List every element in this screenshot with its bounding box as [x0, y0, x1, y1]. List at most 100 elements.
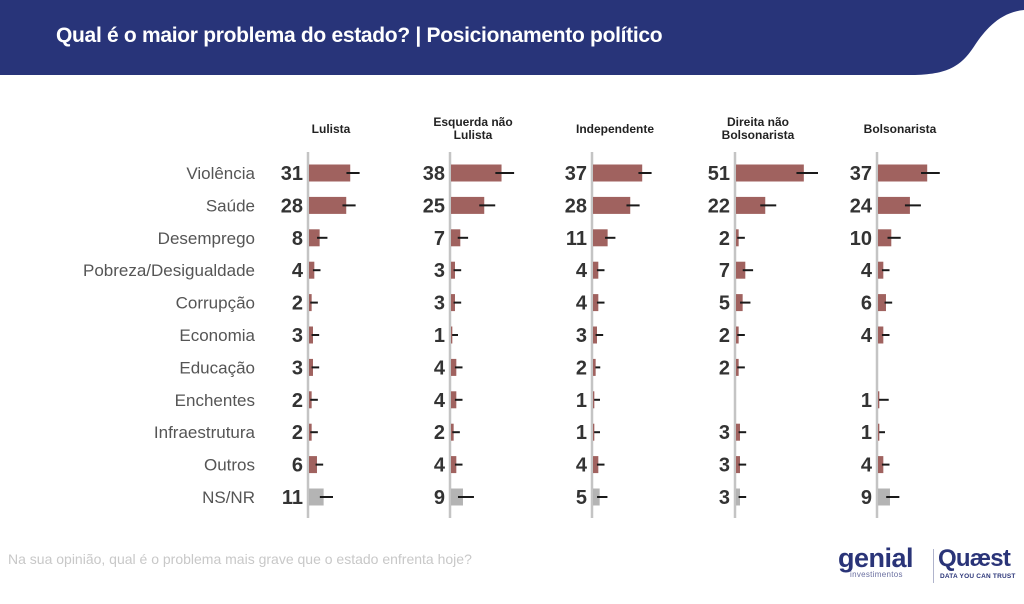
value-label-esquerda-nao-lulista-saude: 25 [423, 195, 445, 217]
genial-logo-subtitle: investimentos [850, 570, 903, 579]
value-label-bolsonarista-saude: 24 [850, 195, 873, 217]
bar-independente-infraestrutura [593, 423, 595, 441]
page-title: Qual é o maior problema do estado? | Pos… [56, 24, 663, 47]
category-label-educacao: Educação [179, 358, 255, 377]
value-label-direita-nao-bolsonarista-educacao: 2 [719, 357, 730, 379]
bar-direita-nao-bolsonarista-pobreza-desigualdade [736, 261, 746, 279]
series-header-esquerda-nao-lulista: Esquerda não [433, 115, 512, 129]
bar-direita-nao-bolsonarista-corrupcao [736, 294, 743, 312]
bar-bolsonarista-desemprego [878, 229, 892, 247]
value-label-direita-nao-bolsonarista-corrupcao: 5 [719, 293, 730, 315]
value-label-lulista-desemprego: 8 [292, 228, 303, 250]
value-label-direita-nao-bolsonarista-economia: 2 [719, 325, 730, 347]
bar-esquerda-nao-lulista-outros [451, 456, 457, 474]
bar-independente-saude [593, 196, 631, 214]
bar-lulista-desemprego [309, 229, 320, 247]
chart: Violência Saúde Desemprego Pobreza/Desigual… [83, 115, 940, 518]
value-label-esquerda-nao-lulista-infraestrutura: 2 [434, 422, 445, 444]
value-label-bolsonarista-enchentes: 1 [861, 390, 872, 412]
value-label-bolsonarista-corrupcao: 6 [861, 293, 872, 315]
bar-bolsonarista-enchentes [878, 391, 880, 409]
bar-esquerda-nao-lulista-saude [451, 196, 485, 214]
value-label-independente-corrupcao: 4 [576, 293, 588, 315]
bar-lulista-violencia [309, 164, 351, 182]
value-label-independente-infraestrutura: 1 [576, 422, 587, 444]
category-label-economia: Economia [179, 326, 255, 345]
category-label-desemprego: Desemprego [158, 229, 255, 248]
bar-esquerda-nao-lulista-economia [451, 326, 453, 344]
bar-independente-pobreza-desigualdade [593, 261, 599, 279]
bar-lulista-ns-nr [309, 488, 324, 506]
value-label-independente-ns-nr: 5 [576, 487, 587, 509]
value-label-esquerda-nao-lulista-pobreza-desigualdade: 3 [434, 260, 445, 282]
value-label-lulista-pobreza-desigualdade: 4 [292, 260, 304, 282]
series-header-direita-nao-bolsonarista: Direita não [727, 115, 789, 129]
bar-bolsonarista-outros [878, 456, 884, 474]
value-label-bolsonarista-violencia: 37 [850, 163, 872, 185]
category-label-ns-nr: NS/NR [202, 488, 255, 507]
bar-direita-nao-bolsonarista-violencia [736, 164, 804, 182]
value-label-esquerda-nao-lulista-economia: 1 [434, 325, 445, 347]
value-label-esquerda-nao-lulista-enchentes: 4 [434, 390, 446, 412]
category-label-corrupcao: Corrupção [176, 294, 255, 313]
value-label-direita-nao-bolsonarista-ns-nr: 3 [719, 487, 730, 509]
value-label-lulista-educacao: 3 [292, 357, 303, 379]
category-label-enchentes: Enchentes [175, 391, 255, 410]
value-label-esquerda-nao-lulista-outros: 4 [434, 455, 446, 477]
bar-direita-nao-bolsonarista-infraestrutura [736, 423, 740, 441]
bar-bolsonarista-ns-nr [878, 488, 890, 506]
bar-bolsonarista-corrupcao [878, 294, 886, 312]
quaest-logo: Quæst [938, 545, 1011, 572]
series-header-direita-nao-bolsonarista: Bolsonarista [722, 128, 795, 142]
value-label-lulista-enchentes: 2 [292, 390, 303, 412]
value-label-direita-nao-bolsonarista-outros: 3 [719, 455, 730, 477]
value-label-bolsonarista-outros: 4 [861, 455, 873, 477]
value-label-lulista-ns-nr: 11 [282, 487, 303, 509]
bar-esquerda-nao-lulista-corrupcao [451, 294, 455, 312]
value-label-lulista-violencia: 31 [281, 163, 303, 185]
value-label-direita-nao-bolsonarista-infraestrutura: 3 [719, 422, 730, 444]
bar-esquerda-nao-lulista-educacao [451, 358, 457, 376]
value-label-independente-economia: 3 [576, 325, 587, 347]
bar-independente-outros [593, 456, 599, 474]
series-header-independente: Independente [576, 122, 654, 136]
value-label-bolsonarista-pobreza-desigualdade: 4 [861, 260, 873, 282]
category-label-saude: Saúde [206, 196, 255, 215]
bar-direita-nao-bolsonarista-saude [736, 196, 766, 214]
header-banner [0, 0, 1024, 75]
value-label-independente-saude: 28 [565, 195, 587, 217]
bar-independente-enchentes [593, 391, 595, 409]
bar-bolsonarista-economia [878, 326, 884, 344]
value-label-esquerda-nao-lulista-educacao: 4 [434, 357, 446, 379]
question-footnote: Na sua opinião, qual é o problema mais g… [8, 551, 472, 567]
value-label-lulista-economia: 3 [292, 325, 303, 347]
value-label-independente-pobreza-desigualdade: 4 [576, 260, 588, 282]
category-label-violencia: Violência [186, 164, 255, 183]
category-label-outros: Outros [204, 456, 255, 475]
value-label-esquerda-nao-lulista-desemprego: 7 [434, 228, 445, 250]
value-label-independente-enchentes: 1 [576, 390, 587, 412]
value-label-direita-nao-bolsonarista-violencia: 51 [708, 163, 730, 185]
bar-bolsonarista-infraestrutura [878, 423, 880, 441]
value-label-direita-nao-bolsonarista-pobreza-desigualdade: 7 [719, 260, 730, 282]
series-header-esquerda-nao-lulista: Lulista [454, 128, 493, 142]
bar-independente-corrupcao [593, 294, 599, 312]
bar-independente-desemprego [593, 229, 608, 247]
bar-independente-violencia [593, 164, 643, 182]
value-label-lulista-corrupcao: 2 [292, 293, 303, 315]
genial-logo: genial [838, 543, 914, 573]
value-label-bolsonarista-economia: 4 [861, 325, 873, 347]
value-label-independente-educacao: 2 [576, 357, 587, 379]
value-label-independente-violencia: 37 [565, 163, 587, 185]
value-label-lulista-saude: 28 [281, 195, 303, 217]
bar-direita-nao-bolsonarista-outros [736, 456, 740, 474]
bar-lulista-pobreza-desigualdade [309, 261, 315, 279]
category-label-pobreza-desigualdade: Pobreza/Desigualdade [83, 261, 255, 280]
value-label-lulista-outros: 6 [292, 455, 303, 477]
bar-esquerda-nao-lulista-ns-nr [451, 488, 463, 506]
bar-bolsonarista-violencia [878, 164, 928, 182]
value-label-independente-outros: 4 [576, 455, 588, 477]
value-label-direita-nao-bolsonarista-desemprego: 2 [719, 228, 730, 250]
logo-divider [933, 549, 934, 583]
bar-bolsonarista-pobreza-desigualdade [878, 261, 884, 279]
